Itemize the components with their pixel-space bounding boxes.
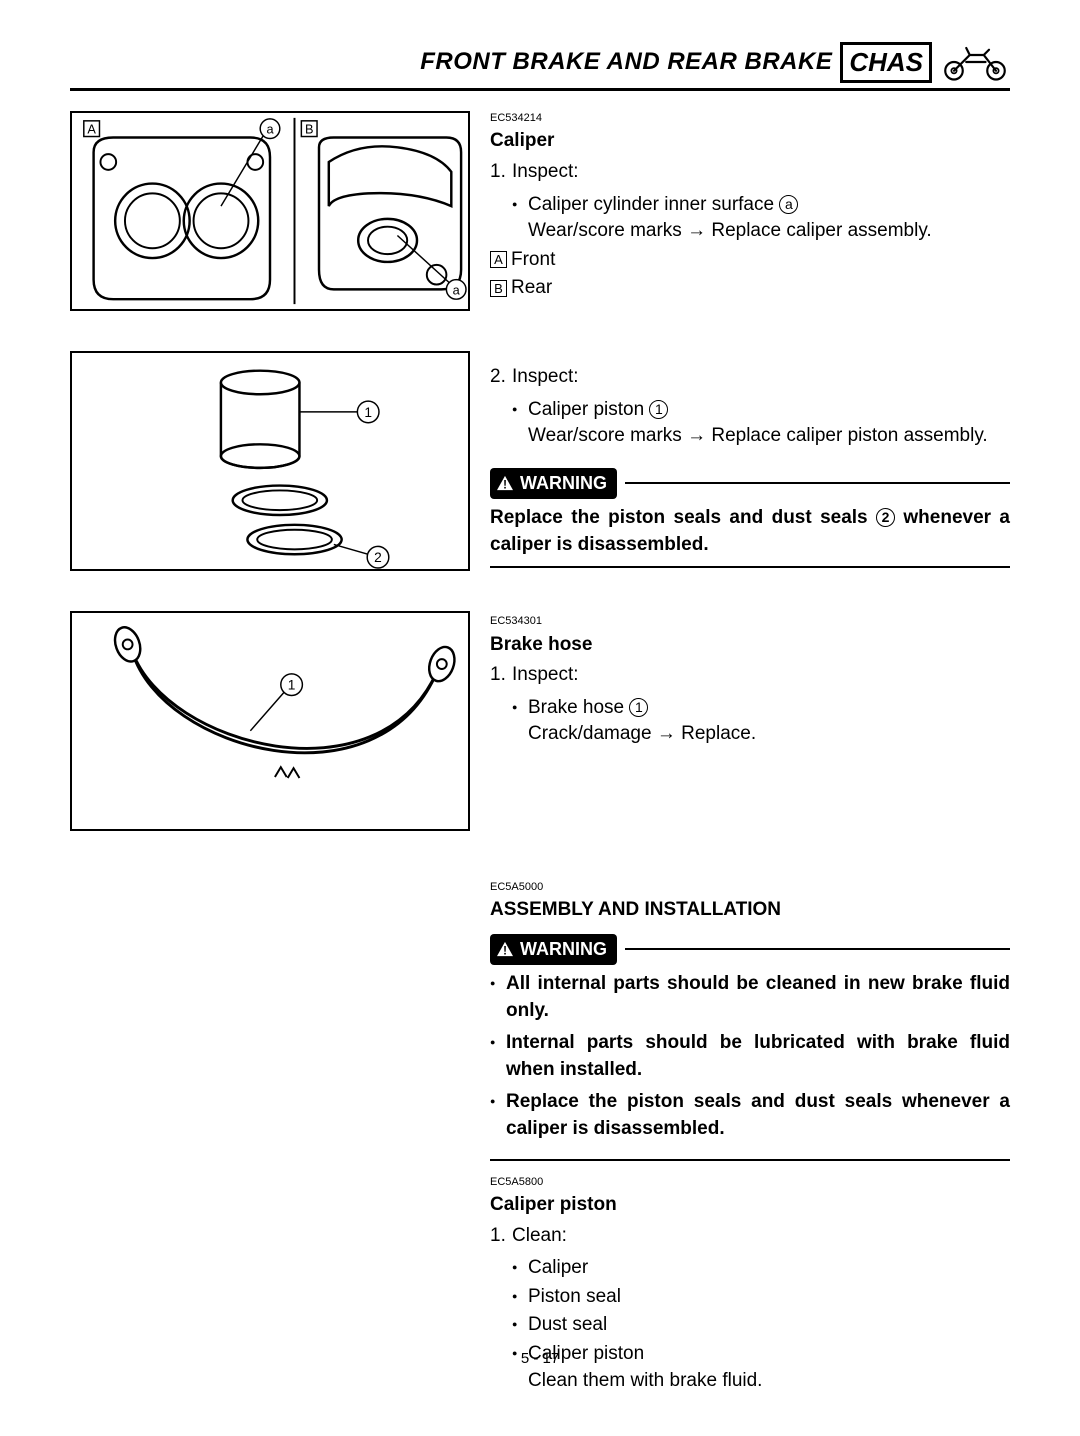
warning-2-list: All internal parts should be cleaned in … xyxy=(490,971,1010,1161)
chas-label: CHAS xyxy=(840,42,932,83)
section-caliper-title: Caliper xyxy=(490,128,1010,155)
warning-badge: ! WARNING xyxy=(490,934,617,965)
warning-icon: ! xyxy=(496,941,514,957)
ec-code: EC534214 xyxy=(490,111,1010,126)
header-title: FRONT BRAKE AND REAR BRAKE xyxy=(420,48,832,76)
cp-bullet: Caliper xyxy=(512,1255,1010,1282)
ec-code: EC534301 xyxy=(490,614,1010,629)
brakehose-step1: 1.Inspect: xyxy=(490,662,1010,689)
text-column: EC534214 Caliper 1.Inspect: Caliper cyli… xyxy=(490,111,1010,1396)
cp-bullet: Caliper piston Clean them with brake flu… xyxy=(512,1341,1010,1394)
svg-text:!: ! xyxy=(503,480,507,492)
svg-text:2: 2 xyxy=(374,550,382,565)
section-assembly-title: ASSEMBLY AND INSTALLATION xyxy=(490,897,1010,924)
svg-text:B: B xyxy=(305,122,314,137)
caliperpiston-step1: 1.Clean: xyxy=(490,1223,1010,1250)
warning-icon: ! xyxy=(496,475,514,491)
warning-1-text: Replace the piston seals and dust seals … xyxy=(490,505,1010,568)
section-caliperpiston-title: Caliper piston xyxy=(490,1192,1010,1219)
label-a-front: AFront xyxy=(490,247,1010,274)
figure-caliper-ab: A B a xyxy=(70,111,470,311)
cp-bullet: Piston seal xyxy=(512,1284,1010,1311)
brakehose-bullet: Brake hose 1 Crack/damage → Replace. xyxy=(512,695,1010,748)
figure-brake-hose: 1 xyxy=(70,611,470,831)
svg-text:1: 1 xyxy=(288,678,296,693)
svg-text:A: A xyxy=(87,122,96,137)
ec-code: EC5A5800 xyxy=(490,1175,1010,1190)
caliper-step2: 2.Inspect: xyxy=(490,364,1010,391)
svg-text:a: a xyxy=(266,122,274,137)
page-header: FRONT BRAKE AND REAR BRAKE CHAS xyxy=(70,40,1010,91)
warning-2: ! WARNING All internal parts should be c… xyxy=(490,934,1010,1161)
svg-text:!: ! xyxy=(503,946,507,958)
page-number: 5 - 17 xyxy=(0,1350,1080,1367)
caliper-step1-bullet: Caliper cylinder inner surface a Wear/sc… xyxy=(512,192,1010,245)
cp-bullet: Dust seal xyxy=(512,1312,1010,1339)
caliper-step1: 1.Inspect: xyxy=(490,159,1010,186)
warning-badge: ! WARNING xyxy=(490,468,617,499)
figures-column: A B a xyxy=(70,111,470,1396)
caliper-step2-bullet: Caliper piston 1 Wear/score marks → Repl… xyxy=(512,397,1010,450)
ec-code: EC5A5000 xyxy=(490,880,1010,895)
warning-1: ! WARNING Replace the piston seals and d… xyxy=(490,468,1010,568)
svg-text:1: 1 xyxy=(364,405,372,420)
figure-piston-seals: 1 2 xyxy=(70,351,470,571)
svg-text:a: a xyxy=(453,282,461,297)
section-brakehose-title: Brake hose xyxy=(490,632,1010,659)
motorcycle-icon xyxy=(940,40,1010,84)
label-b-rear: BRear xyxy=(490,275,1010,302)
